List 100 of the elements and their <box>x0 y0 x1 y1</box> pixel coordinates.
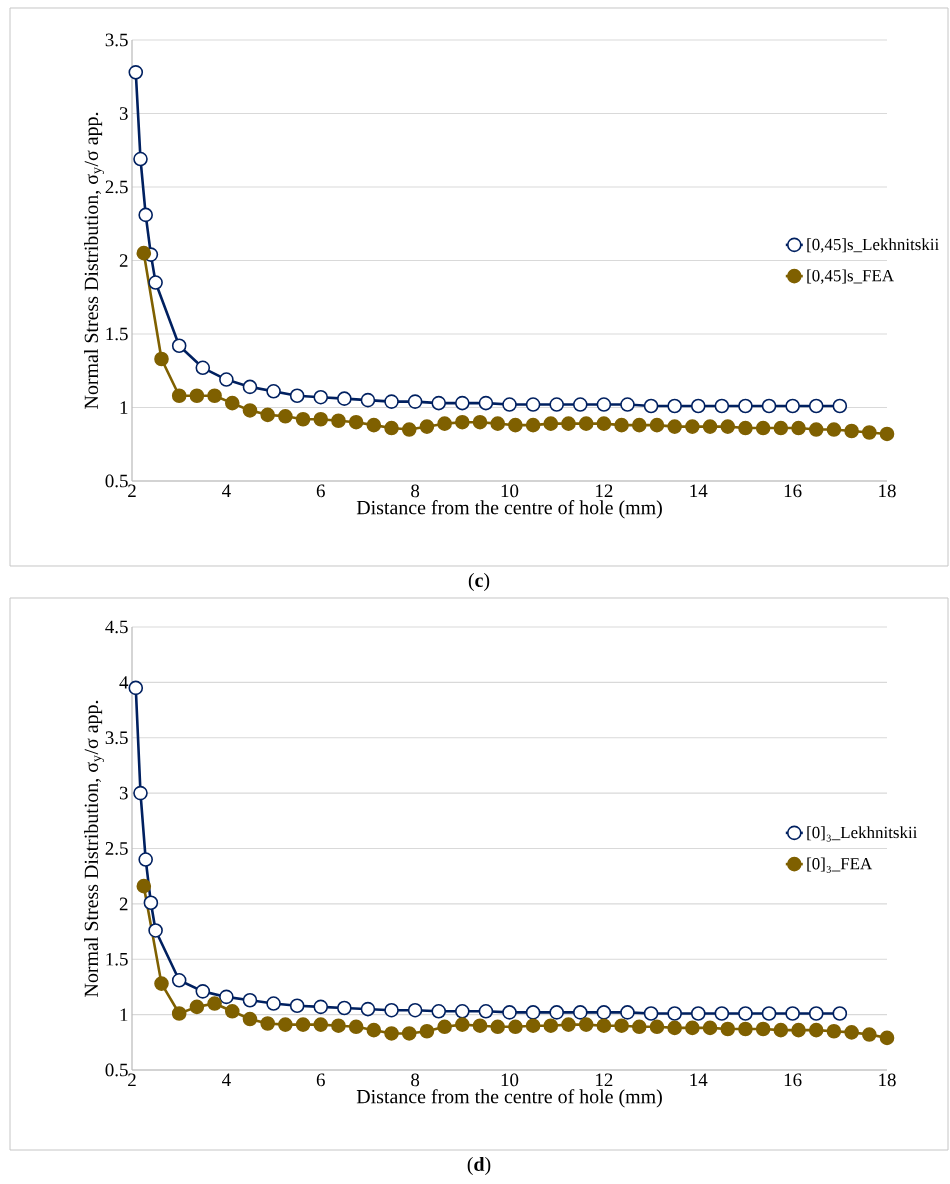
point <box>455 1017 470 1032</box>
point <box>242 403 258 418</box>
point <box>154 976 169 991</box>
point <box>549 397 564 412</box>
point <box>431 395 447 411</box>
x-axis-title: Distance from the centre of hole (mm) <box>356 1089 662 1108</box>
point <box>561 1017 576 1032</box>
point <box>714 1006 730 1021</box>
x-tick-label: 16 <box>784 484 802 498</box>
point <box>366 1022 382 1038</box>
point <box>773 1022 789 1038</box>
y-tick-label: 2 <box>119 897 128 911</box>
point <box>620 397 635 412</box>
point <box>295 1017 311 1032</box>
point <box>614 1018 629 1033</box>
point <box>171 1006 187 1021</box>
x-tick-label: 8 <box>411 1073 420 1087</box>
point <box>508 1019 523 1035</box>
point <box>720 1021 736 1037</box>
point <box>525 417 541 433</box>
point <box>455 414 470 430</box>
point <box>631 417 647 433</box>
point <box>242 379 258 395</box>
x-tick-label: 6 <box>316 484 325 498</box>
point <box>133 785 148 801</box>
y-axis-title: Normal Stress Distribution, σ$_{y}$/σ app. <box>84 700 104 997</box>
point <box>773 420 789 436</box>
x-tick-label: 6 <box>316 1073 325 1087</box>
point <box>649 1019 665 1035</box>
point <box>490 1019 506 1035</box>
point <box>437 416 452 431</box>
point <box>525 397 541 412</box>
point <box>207 996 222 1011</box>
point <box>143 895 159 911</box>
point <box>171 388 187 404</box>
legend-label: [0,45]s_FEA <box>807 269 894 284</box>
point <box>572 1005 588 1020</box>
point <box>808 1022 824 1038</box>
point <box>791 1022 806 1038</box>
point <box>596 416 612 431</box>
x-tick-label: 8 <box>411 484 420 498</box>
y-tick-label: 3 <box>119 786 128 800</box>
point <box>224 395 240 411</box>
point <box>785 398 800 414</box>
point <box>313 389 329 405</box>
point <box>879 426 895 442</box>
point <box>136 245 152 261</box>
y-tick-label: 2.5 <box>105 842 128 855</box>
point <box>572 397 588 412</box>
x-tick-label: 18 <box>879 484 896 498</box>
point <box>738 420 753 436</box>
point <box>331 1018 346 1033</box>
point <box>543 416 559 431</box>
point <box>384 420 399 436</box>
point <box>171 338 187 354</box>
point <box>295 411 311 427</box>
point <box>260 1016 275 1031</box>
point <box>596 397 612 412</box>
point <box>738 1006 753 1021</box>
point <box>785 1006 800 1021</box>
point <box>690 1006 706 1021</box>
point <box>138 852 153 867</box>
point <box>478 1004 494 1019</box>
point <box>384 1026 399 1041</box>
point <box>690 398 706 414</box>
y-tick-label: 1 <box>120 401 128 414</box>
y-tick-label: 3.5 <box>105 731 128 745</box>
y-tick-label: 1 <box>120 1008 128 1021</box>
point <box>419 419 435 434</box>
y-tick-label: 2.5 <box>105 180 128 194</box>
text: (c) <box>468 572 490 592</box>
point <box>791 420 806 436</box>
point <box>667 398 682 414</box>
point <box>702 419 718 434</box>
point <box>419 1023 435 1039</box>
point <box>128 65 144 80</box>
point <box>808 422 824 437</box>
x-tick-label: 12 <box>596 484 613 498</box>
point <box>472 1018 488 1033</box>
point <box>478 395 494 411</box>
y-tick-label: 1.5 <box>106 327 128 341</box>
point <box>685 1020 700 1036</box>
point <box>219 989 234 1005</box>
point <box>407 394 423 409</box>
point <box>384 394 399 409</box>
point <box>455 395 470 411</box>
y-tick-label: 1.5 <box>106 952 128 966</box>
point <box>360 392 376 408</box>
point <box>667 1006 682 1021</box>
x-tick-label: 14 <box>690 484 708 498</box>
point <box>207 388 222 404</box>
point <box>289 998 305 1014</box>
point <box>667 1020 682 1036</box>
point <box>148 923 163 938</box>
point <box>138 207 153 223</box>
x-tick-label: 16 <box>784 1073 802 1087</box>
point <box>862 1027 877 1042</box>
point <box>242 992 258 1008</box>
point <box>154 351 169 367</box>
point <box>266 384 281 399</box>
